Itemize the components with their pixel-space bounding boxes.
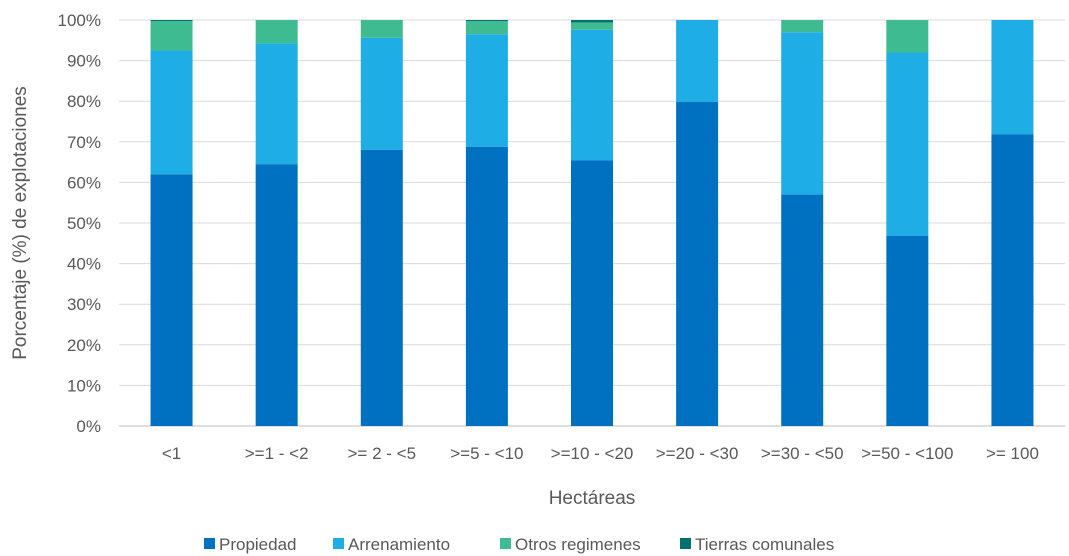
legend-item: Arrenamiento bbox=[333, 535, 450, 554]
legend-item: Propiedad bbox=[204, 535, 297, 554]
x-tick-label: >=20 - <30 bbox=[656, 444, 739, 463]
bar-segment-propiedad bbox=[465, 146, 508, 426]
bar-segment-propiedad bbox=[886, 235, 929, 426]
bar-segment-arrenamiento bbox=[781, 32, 824, 195]
bar-segment-tierras-comunales bbox=[571, 20, 613, 23]
bar-segment-propiedad bbox=[781, 194, 824, 426]
x-tick-label: >=30 - <50 bbox=[761, 444, 844, 463]
bar-segment-arrenamiento bbox=[676, 20, 719, 103]
bar-segment-otros-regimenes bbox=[255, 20, 298, 44]
y-axis-ticks: 0% 10% 20% 30% 40% 50% 60% 70% 80% 90% 100% bbox=[58, 11, 101, 436]
bar-segment-otros-regimenes bbox=[571, 22, 613, 30]
bar-segment-propiedad bbox=[150, 174, 193, 426]
bar-segment-otros-regimenes bbox=[360, 20, 403, 38]
y-tick-label: 60% bbox=[67, 173, 101, 192]
y-tick-label: 90% bbox=[67, 52, 101, 71]
bar-segment-propiedad bbox=[991, 134, 1034, 426]
y-axis-title: Porcentaje (%) de explotaciones bbox=[10, 86, 31, 360]
bar-segment-otros-regimenes bbox=[465, 21, 508, 35]
legend-item: Tierras comunales bbox=[680, 535, 834, 554]
bars bbox=[150, 20, 1034, 427]
bar-segment-propiedad bbox=[255, 164, 298, 426]
bar-segment-otros-regimenes bbox=[150, 21, 193, 51]
legend-label: Arrenamiento bbox=[348, 535, 450, 554]
bar-segment-arrenamiento bbox=[886, 52, 929, 236]
x-tick-label: >=5 - <10 bbox=[450, 444, 523, 463]
bar-segment-propiedad bbox=[360, 149, 403, 427]
legend-label: Otros regimenes bbox=[515, 535, 641, 554]
legend-swatch bbox=[680, 538, 691, 549]
y-tick-label: 100% bbox=[58, 11, 101, 30]
x-tick-label: <1 bbox=[162, 444, 181, 463]
x-axis-title: Hectáreas bbox=[549, 488, 636, 509]
bar-segment-arrenamiento bbox=[360, 37, 403, 150]
legend-swatch bbox=[204, 538, 215, 549]
bar-segment-arrenamiento bbox=[150, 50, 193, 175]
legend-label: Tierras comunales bbox=[695, 535, 834, 554]
x-tick-label: >=1 - <2 bbox=[245, 444, 309, 463]
legend-swatch bbox=[500, 538, 511, 549]
legend: Propiedad Arrenamiento Otros regimenes Tier… bbox=[204, 535, 834, 554]
bar-segment-arrenamiento bbox=[465, 34, 508, 147]
y-tick-label: 30% bbox=[67, 295, 101, 314]
x-tick-label: >= 100 bbox=[986, 444, 1039, 463]
bar-segment-tierras-comunales bbox=[150, 20, 193, 22]
bar-segment-arrenamiento bbox=[255, 43, 298, 165]
x-tick-label: >=50 - <100 bbox=[861, 444, 953, 463]
bar-segment-propiedad bbox=[676, 102, 719, 427]
bar-segment-propiedad bbox=[571, 160, 613, 426]
x-tick-label: >= 2 - <5 bbox=[348, 444, 417, 463]
y-tick-label: 20% bbox=[67, 336, 101, 355]
legend-label: Propiedad bbox=[219, 535, 297, 554]
x-axis-ticks: <1 >=1 - <2 >= 2 - <5 >=5 - <10 >=10 - <20 >=… bbox=[162, 444, 1039, 463]
bar-segment-tierras-comunales bbox=[465, 20, 508, 22]
bar-segment-otros-regimenes bbox=[886, 20, 929, 53]
y-tick-label: 10% bbox=[67, 376, 101, 395]
bar-segment-arrenamiento bbox=[571, 29, 613, 161]
legend-item: Otros regimenes bbox=[500, 535, 641, 554]
legend-swatch bbox=[333, 538, 344, 549]
y-tick-label: 50% bbox=[67, 214, 101, 233]
y-tick-label: 70% bbox=[67, 133, 101, 152]
y-tick-label: 0% bbox=[76, 417, 101, 436]
bar-segment-arrenamiento bbox=[991, 20, 1034, 135]
bar-segment-otros-regimenes bbox=[781, 20, 824, 33]
x-tick-label: >=10 - <20 bbox=[551, 444, 634, 463]
y-tick-label: 80% bbox=[67, 92, 101, 111]
y-tick-label: 40% bbox=[67, 255, 101, 274]
